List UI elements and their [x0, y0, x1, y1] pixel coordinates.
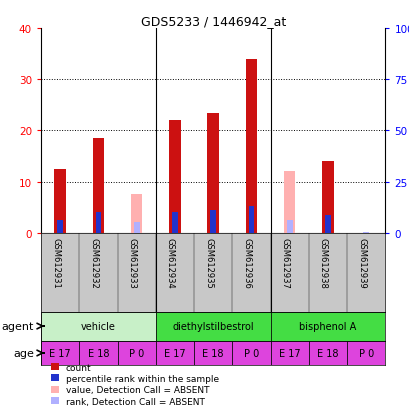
Text: bisphenol A: bisphenol A: [299, 321, 356, 331]
Text: GSM612935: GSM612935: [204, 237, 213, 288]
Bar: [155, 312, 270, 341]
Bar: [57, 220, 63, 233]
Bar: [232, 341, 270, 366]
Bar: [130, 195, 142, 233]
Bar: [92, 139, 104, 233]
Bar: [133, 222, 139, 233]
Text: GSM612938: GSM612938: [318, 237, 327, 288]
Text: age: age: [13, 348, 34, 358]
Bar: [308, 341, 346, 366]
Text: E 18: E 18: [202, 348, 223, 358]
Text: agent: agent: [2, 321, 34, 331]
Bar: [270, 341, 308, 366]
Bar: [210, 211, 216, 233]
Legend: count, percentile rank within the sample, value, Detection Call = ABSENT, rank, : count, percentile rank within the sample…: [49, 362, 219, 406]
Bar: [286, 220, 292, 233]
Text: vehicle: vehicle: [81, 321, 116, 331]
Text: GSM612939: GSM612939: [356, 237, 365, 288]
Text: GSM612933: GSM612933: [127, 237, 136, 288]
Text: diethylstilbestrol: diethylstilbestrol: [172, 321, 254, 331]
Text: GSM612937: GSM612937: [280, 237, 289, 288]
Bar: [117, 341, 155, 366]
Text: P 0: P 0: [243, 348, 258, 358]
Bar: [155, 341, 193, 366]
Bar: [346, 341, 384, 366]
Text: P 0: P 0: [358, 348, 373, 358]
Text: E 17: E 17: [278, 348, 300, 358]
Text: E 17: E 17: [164, 348, 185, 358]
Text: GSM612931: GSM612931: [51, 237, 60, 288]
Bar: [193, 341, 232, 366]
Title: GDS5233 / 1446942_at: GDS5233 / 1446942_at: [140, 15, 285, 28]
Bar: [248, 207, 254, 233]
Text: P 0: P 0: [129, 348, 144, 358]
Bar: [283, 172, 295, 233]
Bar: [172, 213, 178, 233]
Bar: [41, 341, 79, 366]
Bar: [207, 113, 218, 233]
Bar: [41, 312, 155, 341]
Bar: [321, 162, 333, 233]
Bar: [245, 59, 256, 233]
Text: GSM612934: GSM612934: [166, 237, 175, 288]
Text: E 18: E 18: [88, 348, 109, 358]
Bar: [54, 169, 66, 233]
Bar: [169, 121, 180, 233]
Bar: [79, 341, 117, 366]
Bar: [270, 312, 384, 341]
Text: E 17: E 17: [49, 348, 71, 358]
Text: GSM612936: GSM612936: [242, 237, 251, 288]
Text: GSM612932: GSM612932: [89, 237, 98, 288]
Bar: [95, 213, 101, 233]
Bar: [324, 216, 330, 233]
Text: E 18: E 18: [317, 348, 338, 358]
